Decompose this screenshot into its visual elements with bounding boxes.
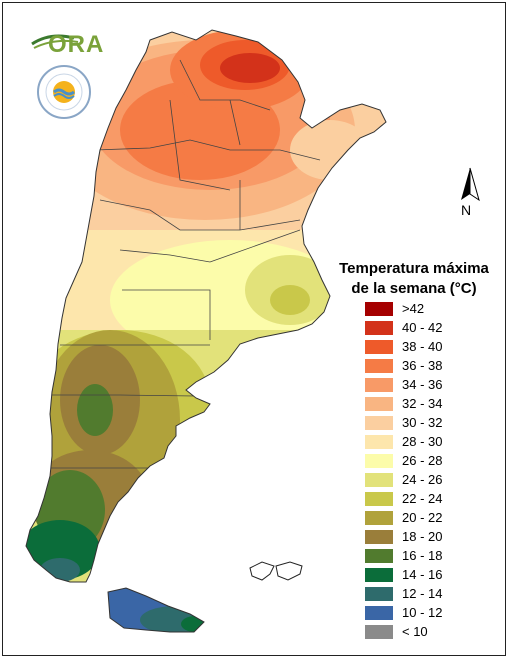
legend-swatch xyxy=(365,492,393,506)
legend-swatch xyxy=(365,302,393,316)
legend-title: Temperatura máxima de la semana (°C) xyxy=(328,259,500,299)
legend-label: 18 - 20 xyxy=(402,529,443,544)
legend-label: 32 - 34 xyxy=(402,396,443,411)
ora-swoosh-icon xyxy=(31,34,79,49)
north-arrow-icon xyxy=(461,167,480,202)
legend-title-line2: de la semana (°C) xyxy=(351,280,477,297)
legend-label: < 10 xyxy=(402,624,428,639)
legend-swatch xyxy=(365,606,393,620)
legend-label: 16 - 18 xyxy=(402,548,443,563)
malvinas-islands xyxy=(249,561,303,581)
legend-swatch xyxy=(365,359,393,373)
legend-swatch xyxy=(365,454,393,468)
ora-text: ORA xyxy=(48,31,105,58)
legend-swatch xyxy=(365,625,393,639)
smn-seal-icon xyxy=(37,65,91,119)
legend-swatch xyxy=(365,321,393,335)
legend-swatch xyxy=(365,530,393,544)
province-boundaries xyxy=(50,59,321,469)
legend-swatch xyxy=(365,511,393,525)
legend-swatch xyxy=(365,397,393,411)
legend-swatch xyxy=(365,416,393,430)
legend-swatch xyxy=(365,378,393,392)
legend-label: 36 - 38 xyxy=(402,358,443,373)
north-label: N xyxy=(461,202,472,218)
ora-logo: ORA xyxy=(30,30,103,60)
legend-label: 12 - 14 xyxy=(402,586,443,601)
legend-label: 22 - 24 xyxy=(402,491,443,506)
legend-label: 30 - 32 xyxy=(402,415,443,430)
smn-seal xyxy=(36,64,92,120)
legend-label: 10 - 12 xyxy=(402,605,443,620)
legend-label: 34 - 36 xyxy=(402,377,443,392)
legend-label: 26 - 28 xyxy=(402,453,443,468)
legend-swatch xyxy=(365,435,393,449)
legend-swatch xyxy=(365,340,393,354)
legend-label: 14 - 16 xyxy=(402,567,443,582)
legend-label: >42 xyxy=(402,301,425,316)
legend-swatch xyxy=(365,549,393,563)
legend-swatch xyxy=(365,568,393,582)
legend-swatch xyxy=(365,587,393,601)
legend-title-line1: Temperatura máxima xyxy=(339,260,489,277)
legend-label: 24 - 26 xyxy=(402,472,443,487)
tierra-del-fuego xyxy=(107,587,205,633)
legend-label: 20 - 22 xyxy=(402,510,443,525)
map-frame xyxy=(2,2,506,656)
legend-label: 28 - 30 xyxy=(402,434,443,449)
legend-swatch xyxy=(365,473,393,487)
legend-label: 40 - 42 xyxy=(402,320,443,335)
legend-label: 38 - 40 xyxy=(402,339,443,354)
